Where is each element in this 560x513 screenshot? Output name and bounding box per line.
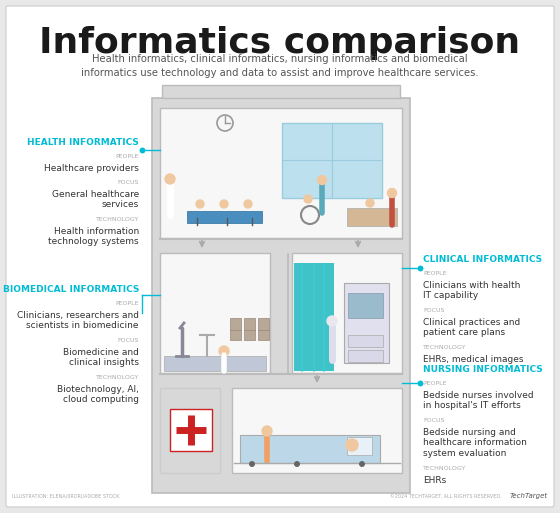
Text: Bedside nursing and
healthcare information
system evaluation: Bedside nursing and healthcare informati…	[423, 428, 527, 458]
Text: TECHNOLOGY: TECHNOLOGY	[96, 375, 139, 380]
Text: Clinicians with health
IT capability: Clinicians with health IT capability	[423, 281, 520, 301]
Text: Clinicians, researchers and
scientists in biomedicine: Clinicians, researchers and scientists i…	[17, 311, 139, 330]
Text: CLINICAL INFORMATICS: CLINICAL INFORMATICS	[423, 255, 542, 264]
Text: PEOPLE: PEOPLE	[115, 301, 139, 306]
Bar	[348, 293, 383, 318]
Circle shape	[359, 461, 365, 467]
Text: TECHNOLOGY: TECHNOLOGY	[423, 345, 466, 350]
Circle shape	[304, 195, 312, 203]
Bar	[230, 318, 241, 340]
Text: PEOPLE: PEOPLE	[423, 271, 446, 276]
Bar	[244, 318, 255, 340]
Text: TECHNOLOGY: TECHNOLOGY	[96, 217, 139, 222]
Circle shape	[165, 174, 175, 184]
Text: NURSING INFORMATICS: NURSING INFORMATICS	[423, 365, 543, 374]
Bar	[160, 388, 220, 473]
Bar	[292, 253, 402, 373]
Circle shape	[294, 461, 300, 467]
Bar	[344, 283, 389, 363]
Bar	[294, 263, 334, 371]
Bar	[160, 253, 270, 373]
Circle shape	[196, 200, 204, 208]
Text: Health informatics, clinical informatics, nursing informatics and biomedical
inf: Health informatics, clinical informatics…	[81, 54, 479, 78]
Bar	[348, 335, 383, 347]
Text: FOCUS: FOCUS	[118, 180, 139, 185]
Text: PEOPLE: PEOPLE	[115, 154, 139, 159]
Bar	[162, 85, 400, 98]
Bar	[347, 208, 397, 226]
Text: EHRs, medical images: EHRs, medical images	[423, 355, 524, 364]
Text: Health information
technology systems: Health information technology systems	[48, 227, 139, 246]
Text: Healthcare providers: Healthcare providers	[44, 164, 139, 173]
Text: FOCUS: FOCUS	[423, 418, 445, 423]
Circle shape	[220, 200, 228, 208]
Circle shape	[327, 316, 337, 326]
FancyBboxPatch shape	[6, 6, 554, 507]
Text: FOCUS: FOCUS	[118, 338, 139, 343]
Text: Biomedicine and
clinical insights: Biomedicine and clinical insights	[63, 348, 139, 367]
Bar	[152, 98, 410, 493]
Bar	[232, 388, 402, 473]
Text: EHRs: EHRs	[423, 476, 446, 485]
Bar	[347, 437, 372, 455]
Text: TechTarget: TechTarget	[510, 493, 548, 499]
Circle shape	[366, 199, 374, 207]
Bar	[348, 350, 383, 362]
Circle shape	[262, 426, 272, 436]
Text: PEOPLE: PEOPLE	[423, 381, 446, 386]
Bar	[164, 356, 266, 371]
Text: TECHNOLOGY: TECHNOLOGY	[423, 466, 466, 471]
Circle shape	[346, 439, 358, 451]
Bar	[258, 318, 269, 340]
Text: Biotechnology, AI,
cloud computing: Biotechnology, AI, cloud computing	[57, 385, 139, 404]
Circle shape	[249, 461, 255, 467]
Text: ©2024 TECHTARGET. ALL RIGHTS RESERVED.: ©2024 TECHTARGET. ALL RIGHTS RESERVED.	[390, 494, 502, 499]
Bar	[170, 409, 212, 451]
Bar	[187, 211, 262, 223]
Circle shape	[318, 175, 326, 185]
Text: Bedside nurses involved
in hospital's IT efforts: Bedside nurses involved in hospital's IT…	[423, 391, 534, 410]
Text: Clinical practices and
patient care plans: Clinical practices and patient care plan…	[423, 318, 520, 338]
Bar	[282, 123, 382, 198]
Text: ILLUSTRATION: ELENA/IIRORI/ADOBE STOCK: ILLUSTRATION: ELENA/IIRORI/ADOBE STOCK	[12, 494, 119, 499]
Text: FOCUS: FOCUS	[423, 308, 445, 313]
Bar	[160, 108, 402, 238]
Text: HEALTH INFORMATICS: HEALTH INFORMATICS	[27, 138, 139, 147]
Circle shape	[388, 188, 396, 198]
Text: General healthcare
services: General healthcare services	[52, 190, 139, 209]
Circle shape	[219, 346, 229, 356]
Text: BIOMEDICAL INFORMATICS: BIOMEDICAL INFORMATICS	[3, 285, 139, 294]
Text: Informatics comparison: Informatics comparison	[39, 26, 521, 60]
Circle shape	[244, 200, 252, 208]
Bar	[240, 435, 380, 463]
